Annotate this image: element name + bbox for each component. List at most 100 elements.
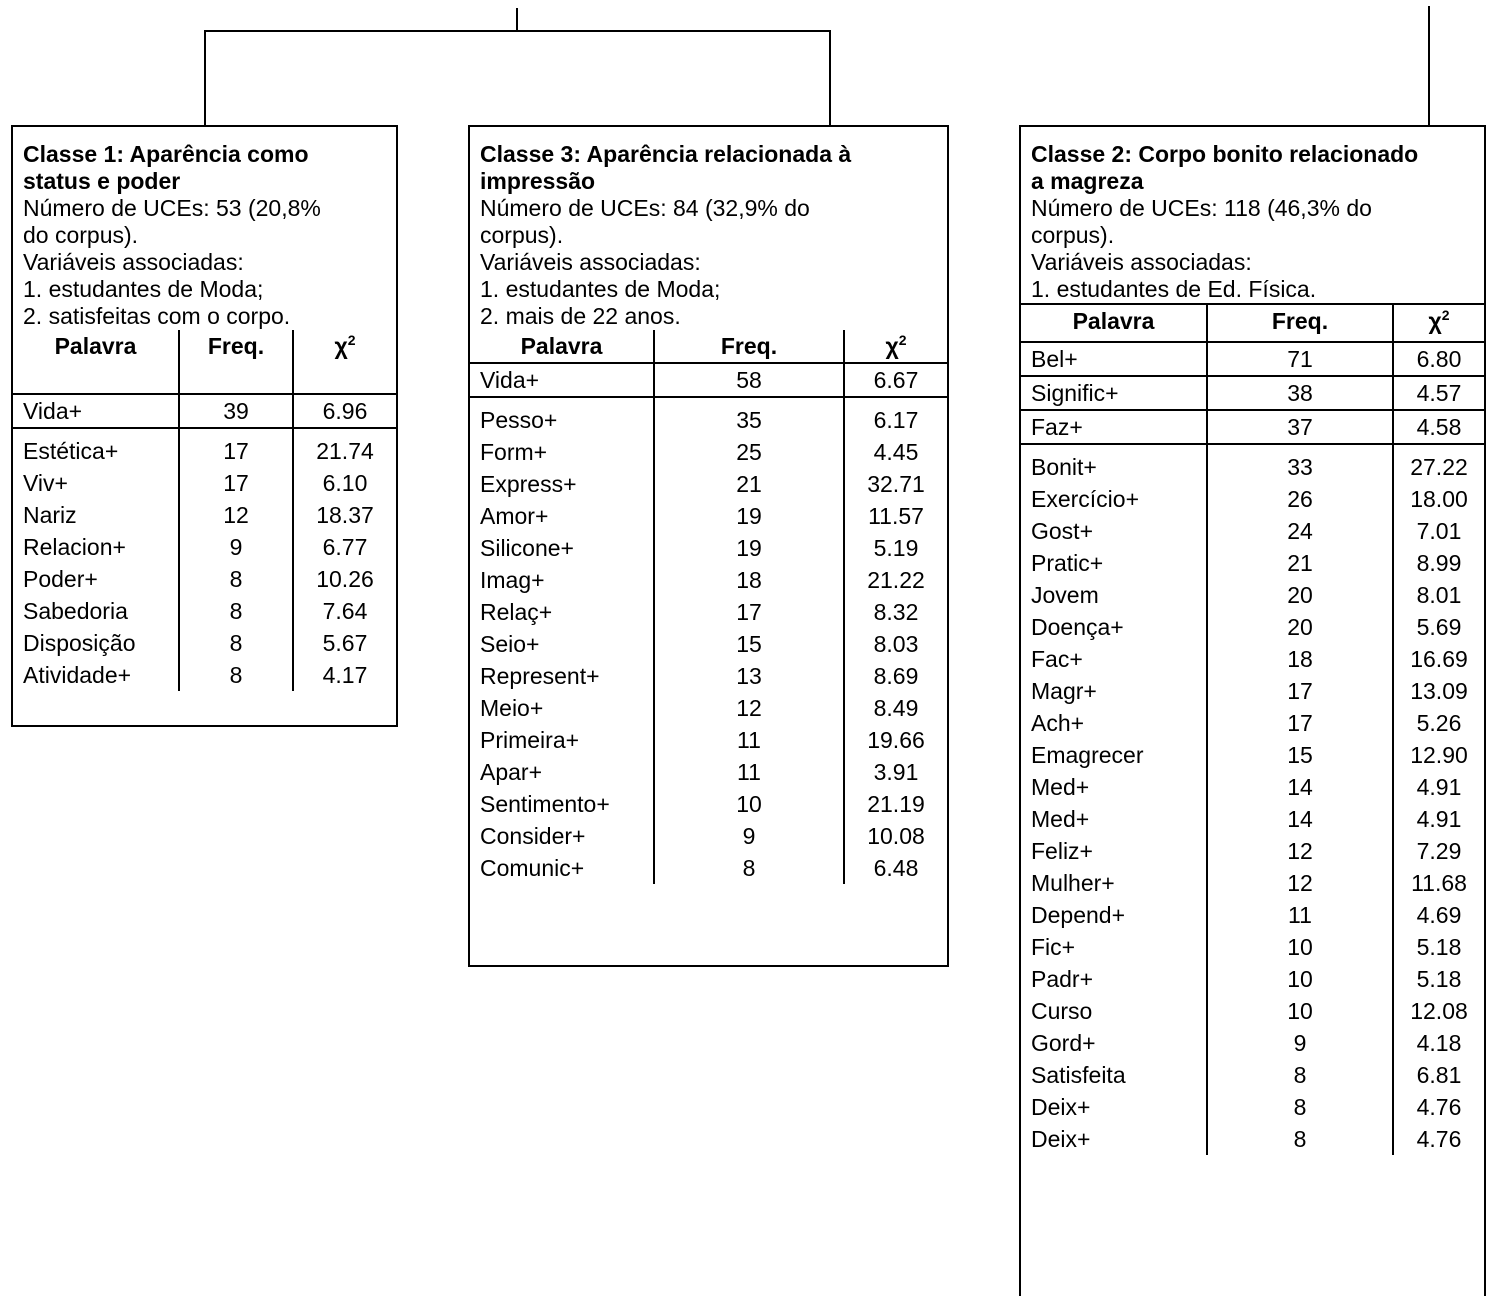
word-cell: Gost+	[1031, 518, 1094, 544]
column-header-frequency: Freq.	[1206, 303, 1393, 343]
chi-square-cell: 10.08	[843, 820, 947, 852]
class-title-line-1: Classe 3: Aparência relacionada à	[480, 141, 852, 167]
column-header-frequency: Freq.	[178, 330, 293, 395]
word-cell: Estética+	[23, 438, 119, 464]
word-cell: Relacion+	[23, 534, 126, 560]
frequency-cell: 39	[178, 394, 293, 429]
word-cell: Bonit+	[1031, 454, 1097, 480]
chi-square-cell: 27.22	[1392, 444, 1484, 483]
frequency-cell: 11	[653, 756, 844, 788]
frequency-cell: 10	[1206, 995, 1393, 1027]
chi-square-cell: 6.10	[292, 467, 396, 499]
word-cell: Pesso+	[480, 407, 558, 433]
word-cell: Fac+	[1031, 646, 1083, 672]
class-title-line-1: Classe 2: Corpo bonito relacionado	[1031, 141, 1419, 167]
word-cell: Imag+	[480, 567, 545, 593]
frequency-cell: 71	[1206, 342, 1393, 377]
table-row: Silicone+ 19 5.19	[470, 532, 947, 564]
chi-exponent: 2	[1441, 307, 1450, 323]
table-row: Comunic+ 8 6.48	[470, 852, 947, 884]
frequency-cell: 8	[178, 627, 293, 659]
table-row: Meio+ 12 8.49	[470, 692, 947, 724]
class-info-line-3: Variáveis associadas:	[1031, 249, 1252, 275]
word-cell: Consider+	[480, 823, 586, 849]
chi-square-cell: 5.69	[1392, 611, 1484, 643]
frequency-cell: 19	[653, 532, 844, 564]
frequency-cell: 15	[1206, 739, 1393, 771]
chi-square-cell: 16.69	[1392, 643, 1484, 675]
chi-square-cell: 7.29	[1392, 835, 1484, 867]
chi-square-cell: 4.18	[1392, 1027, 1484, 1059]
column-header-word: Palavra	[13, 330, 179, 395]
frequency-cell: 11	[653, 724, 844, 756]
word-cell: Primeira+	[480, 727, 580, 753]
table-row-highlighted: Vida+ 39 6.96	[13, 394, 396, 429]
frequency-cell: 10	[653, 788, 844, 820]
chi-square-cell: 8.01	[1392, 579, 1484, 611]
table-row: Consider+ 9 10.08	[470, 820, 947, 852]
chi-square-cell: 8.03	[843, 628, 947, 660]
chi-square-cell: 7.01	[1392, 515, 1484, 547]
frequency-cell: 20	[1206, 579, 1393, 611]
chi-square-cell: 4.76	[1392, 1091, 1484, 1123]
chi-symbol: χ	[1428, 308, 1442, 334]
chi-exponent: 2	[898, 332, 907, 348]
frequency-cell: 33	[1206, 444, 1393, 483]
chi-square-cell: 5.26	[1392, 707, 1484, 739]
word-cell: Deix+	[1031, 1094, 1091, 1120]
frequency-cell: 8	[1206, 1059, 1393, 1091]
class-info-line-2: corpus).	[1031, 222, 1115, 248]
class-info-line-3: Variáveis associadas:	[23, 249, 244, 275]
word-cell: Doença+	[1031, 614, 1124, 640]
class-title-line-1: Classe 1: Aparência como	[23, 141, 309, 167]
frequency-cell: 11	[1206, 899, 1393, 931]
dendrogram-right-drop-line	[829, 30, 831, 126]
table-row: Imag+ 18 21.22	[470, 564, 947, 596]
chi-square-cell: 6.77	[292, 531, 396, 563]
table-row: Seio+ 15 8.03	[470, 628, 947, 660]
chi-square-cell: 6.48	[843, 852, 947, 884]
frequency-cell: 18	[1206, 643, 1393, 675]
class-2-box: Classe 2: Corpo bonito relacionado a mag…	[1019, 125, 1486, 1296]
word-cell: Deix+	[1031, 1126, 1091, 1152]
word-cell: Poder+	[23, 566, 98, 592]
word-cell: Atividade+	[23, 662, 132, 688]
class-2-word-table: Palavra Freq. χ2 Bel+ 71 6.80 Signific+ 38 4.…	[1021, 303, 1484, 1155]
frequency-cell: 24	[1206, 515, 1393, 547]
chi-square-cell: 4.58	[1392, 410, 1484, 445]
chi-square-cell: 4.91	[1392, 771, 1484, 803]
word-cell: Nariz	[23, 502, 77, 528]
frequency-cell: 17	[1206, 707, 1393, 739]
table-row-highlighted: Vida+ 58 6.67	[470, 363, 947, 398]
table-row: Relacion+ 9 6.77	[13, 531, 396, 563]
frequency-cell: 17	[178, 428, 293, 467]
table-row-highlighted: Signific+ 38 4.57	[1021, 376, 1484, 411]
table-row: Curso 10 12.08	[1021, 995, 1484, 1027]
chi-square-cell: 6.17	[843, 397, 947, 436]
word-cell: Med+	[1031, 774, 1090, 800]
chi-square-cell: 13.09	[1392, 675, 1484, 707]
frequency-cell: 17	[1206, 675, 1393, 707]
chi-square-cell: 12.90	[1392, 739, 1484, 771]
frequency-cell: 25	[653, 436, 844, 468]
frequency-cell: 8	[178, 563, 293, 595]
frequency-cell: 14	[1206, 771, 1393, 803]
table-row: Jovem 20 8.01	[1021, 579, 1484, 611]
word-cell: Vida+	[13, 394, 179, 429]
table-row: Gord+ 9 4.18	[1021, 1027, 1484, 1059]
word-cell: Feliz+	[1031, 838, 1093, 864]
table-row: Depend+ 11 4.69	[1021, 899, 1484, 931]
frequency-cell: 17	[653, 596, 844, 628]
frequency-cell: 9	[653, 820, 844, 852]
word-cell: Bel+	[1021, 342, 1207, 377]
frequency-cell: 13	[653, 660, 844, 692]
chi-square-cell: 4.91	[1392, 803, 1484, 835]
dendrogram-branch-line	[204, 30, 831, 32]
chi-square-cell: 6.67	[843, 363, 947, 398]
word-cell: Ach+	[1031, 710, 1085, 736]
class-2-header: Classe 2: Corpo bonito relacionado a mag…	[1021, 127, 1484, 303]
class-1-box: Classe 1: Aparência como status e poder …	[11, 125, 398, 727]
table-row: Estética+ 17 21.74	[13, 428, 396, 467]
class-info-line-4: 1. estudantes de Ed. Física.	[1031, 276, 1317, 302]
table-row: Fic+ 10 5.18	[1021, 931, 1484, 963]
